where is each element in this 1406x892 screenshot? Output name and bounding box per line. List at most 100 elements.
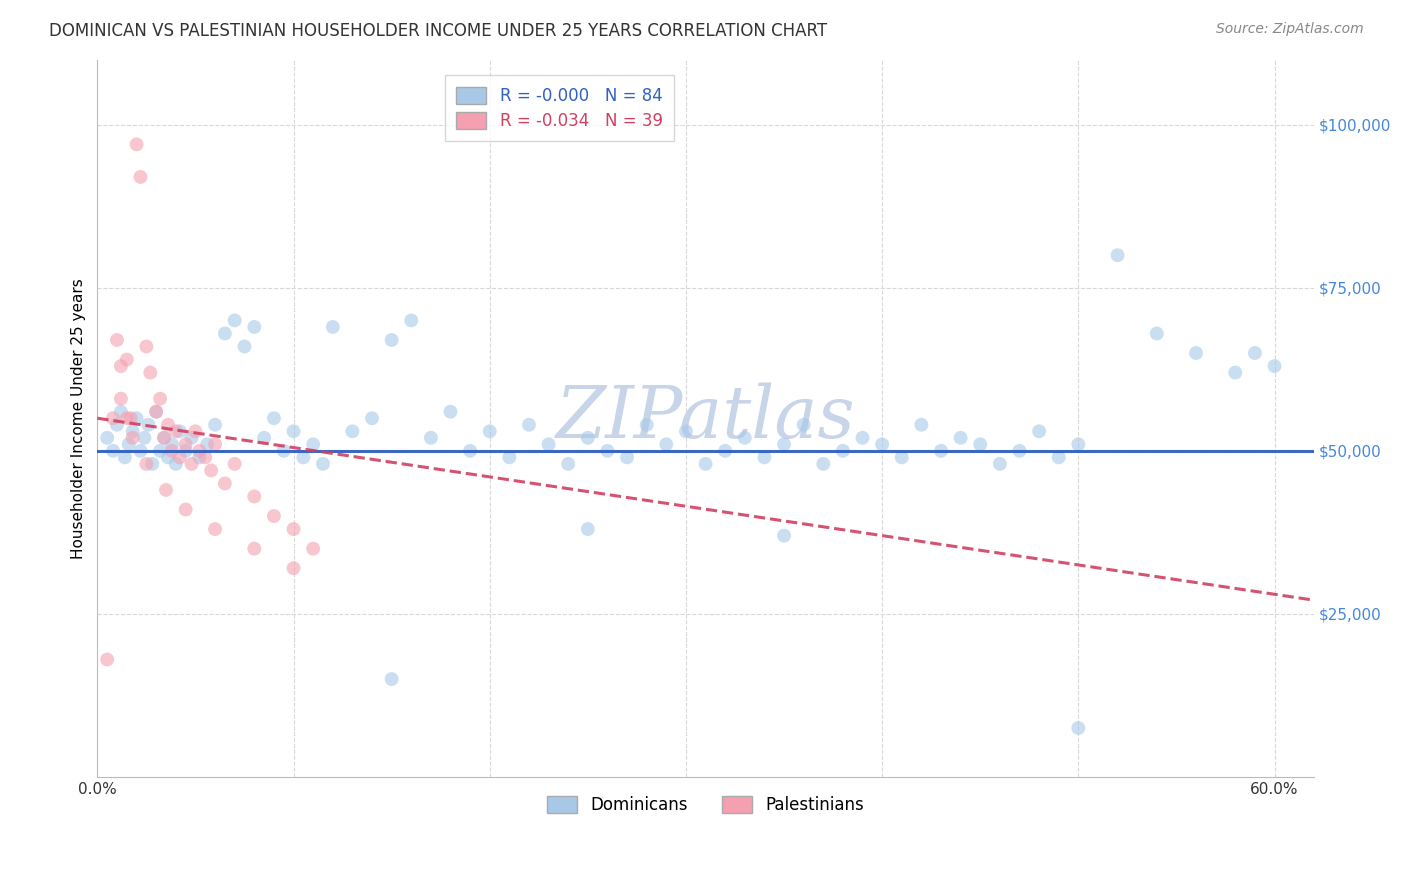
Point [145,405,167,419]
Point [153,431,176,445]
Point [129,169,152,184]
Point [576,431,599,445]
Point [949,431,972,445]
Point [655,437,678,451]
Point [458,443,481,458]
Point [273,443,295,458]
Point [204,522,226,536]
Point [283,522,305,536]
Point [283,424,305,438]
Point [312,457,335,471]
Point [253,431,276,445]
Point [174,443,197,458]
Point [160,437,183,451]
Point [596,443,619,458]
Point [114,450,136,465]
Point [988,457,1011,471]
Point [1008,443,1031,458]
Point [1185,346,1208,360]
Point [478,424,501,438]
Point [174,437,197,451]
Point [149,392,172,406]
Point [283,561,305,575]
Point [188,450,211,465]
Point [1107,248,1129,262]
Point [616,450,638,465]
Point [929,443,952,458]
Point [160,443,183,458]
Text: Source: ZipAtlas.com: Source: ZipAtlas.com [1216,22,1364,37]
Point [401,313,423,327]
Point [292,450,315,465]
Point [149,443,172,458]
Point [204,437,226,451]
Point [793,417,815,432]
Point [169,450,191,465]
Point [714,443,737,458]
Point [576,522,599,536]
Point [125,411,148,425]
Point [214,326,236,341]
Point [96,431,118,445]
Point [557,457,579,471]
Point [233,339,256,353]
Point [156,417,179,432]
Point [129,443,152,458]
Point [105,417,128,432]
Point [184,424,207,438]
Point [121,424,143,438]
Point [155,483,177,497]
Point [1146,326,1168,341]
Point [243,541,266,556]
Point [243,490,266,504]
Point [734,431,756,445]
Point [1263,359,1285,373]
Point [125,137,148,152]
Point [110,359,132,373]
Point [1067,437,1090,451]
Point [200,463,222,477]
Point [174,502,197,516]
Text: ZIPatlas: ZIPatlas [555,383,855,453]
Point [115,352,138,367]
Point [141,457,163,471]
Point [342,424,364,438]
Point [419,431,441,445]
Point [361,411,384,425]
Point [204,417,226,432]
Point [180,457,202,471]
Text: DOMINICAN VS PALESTINIAN HOUSEHOLDER INCOME UNDER 25 YEARS CORRELATION CHART: DOMINICAN VS PALESTINIAN HOUSEHOLDER INC… [49,22,827,40]
Point [263,411,285,425]
Point [381,672,404,686]
Point [322,320,344,334]
Point [851,431,873,445]
Point [302,541,325,556]
Point [773,528,796,542]
Point [180,431,202,445]
Point [813,457,835,471]
Point [194,450,217,465]
Point [156,450,179,465]
Point [1244,346,1267,360]
Point [1225,366,1247,380]
Point [110,405,132,419]
Point [870,437,893,451]
Point [636,417,658,432]
Point [243,320,266,334]
Point [120,411,142,425]
Point [105,333,128,347]
Point [675,424,697,438]
Point [381,333,404,347]
Point [831,443,853,458]
Point [969,437,991,451]
Point [121,431,143,445]
Point [118,437,141,451]
Point [517,417,540,432]
Point [498,450,520,465]
Point [214,476,236,491]
Point [165,424,187,438]
Point [773,437,796,451]
Point [145,405,167,419]
Point [101,411,124,425]
Point [695,457,717,471]
